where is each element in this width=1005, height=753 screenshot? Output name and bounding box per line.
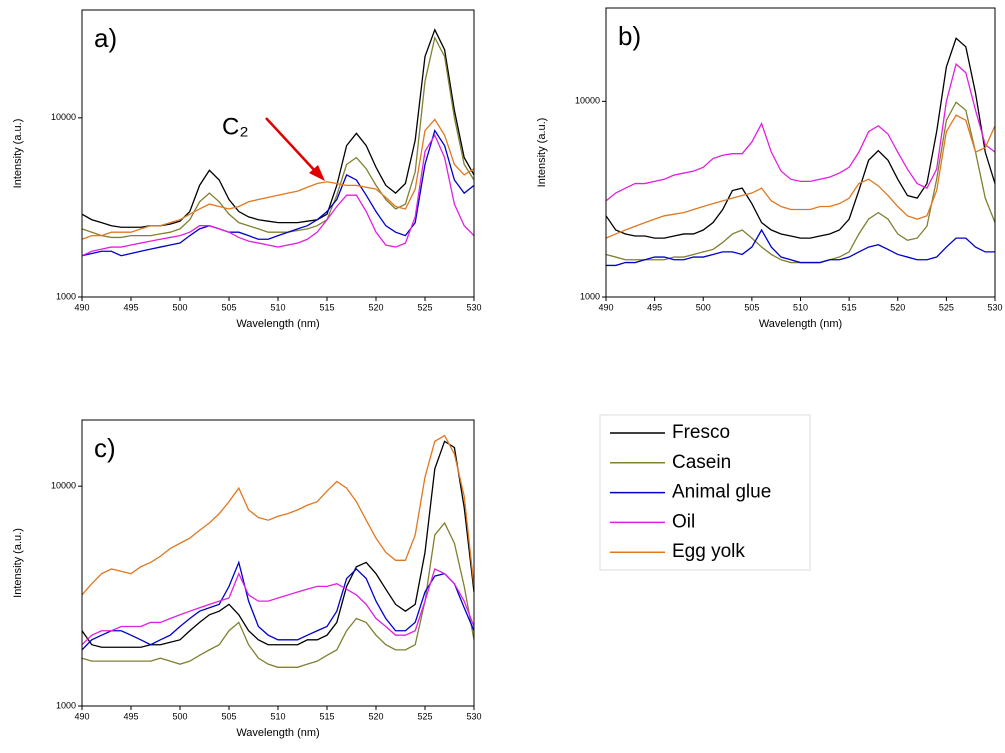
plot-frame — [81, 419, 475, 707]
x-tick-label: 505 — [744, 302, 759, 312]
legend-label: Animal glue — [672, 482, 771, 503]
y-axis-label: Intensity (a.u.) — [12, 119, 24, 189]
legend-label: Egg yolk — [672, 541, 745, 562]
series-line — [606, 228, 995, 267]
x-axis-label: Wavelength (nm) — [236, 727, 319, 739]
x-tick-label: 515 — [842, 302, 857, 312]
y-tick-label: 10000 — [575, 96, 600, 106]
y-axis-label: Intensity (a.u.) — [536, 118, 548, 188]
panel-title: a) — [94, 23, 117, 53]
x-tick-label: 525 — [417, 711, 432, 721]
series-line — [81, 133, 475, 257]
y-tick-label: 10000 — [51, 481, 76, 491]
series-line — [81, 568, 475, 646]
annotation: C₂ — [222, 113, 249, 140]
series-line — [81, 440, 475, 648]
series-line — [81, 560, 475, 651]
x-tick-label: 530 — [466, 302, 481, 312]
x-tick-label: 500 — [172, 711, 187, 721]
x-tick-label: 525 — [939, 302, 954, 312]
legend-label: Casein — [672, 452, 731, 473]
series-line — [81, 118, 475, 240]
annotation-arrow — [265, 117, 317, 173]
x-axis-label: Wavelength (nm) — [759, 318, 842, 330]
x-tick-label: 495 — [123, 711, 138, 721]
legend-label: Fresco — [672, 422, 730, 443]
series-line — [81, 35, 475, 239]
x-tick-label: 520 — [368, 302, 383, 312]
x-tick-label: 510 — [270, 711, 285, 721]
series-line — [81, 521, 475, 668]
x-tick-label: 490 — [74, 711, 89, 721]
y-tick-label: 10000 — [51, 112, 76, 122]
series-line — [605, 114, 996, 239]
x-tick-label: 515 — [319, 711, 334, 721]
x-tick-label: 520 — [890, 302, 905, 312]
series-line — [605, 37, 996, 239]
annotation-arrowhead — [309, 165, 325, 181]
series-line — [81, 28, 475, 228]
x-tick-label: 500 — [172, 302, 187, 312]
x-tick-label: 510 — [793, 302, 808, 312]
x-tick-label: 505 — [221, 302, 236, 312]
y-axis-label: Intensity (a.u.) — [12, 528, 24, 598]
x-tick-label: 520 — [368, 711, 383, 721]
x-tick-label: 510 — [270, 302, 285, 312]
legend-label: Oil — [672, 511, 695, 532]
x-tick-label: 530 — [466, 711, 481, 721]
series-line — [605, 62, 996, 202]
x-tick-label: 505 — [221, 711, 236, 721]
panel-title: b) — [618, 21, 641, 51]
plot-frame — [605, 7, 996, 298]
y-tick-label: 1000 — [580, 291, 600, 301]
x-tick-label: 500 — [696, 302, 711, 312]
x-tick-label: 530 — [987, 302, 1002, 312]
y-tick-label: 1000 — [56, 291, 76, 301]
x-tick-label: 495 — [647, 302, 662, 312]
x-axis-label: Wavelength (nm) — [236, 318, 319, 330]
panel-title: c) — [94, 433, 116, 463]
series-line — [81, 434, 475, 596]
x-tick-label: 495 — [123, 302, 138, 312]
x-tick-label: 490 — [598, 302, 613, 312]
series-line — [81, 128, 475, 257]
x-tick-label: 525 — [417, 302, 432, 312]
y-tick-label: 1000 — [56, 700, 76, 710]
plot-frame — [81, 9, 475, 298]
x-tick-label: 515 — [319, 302, 334, 312]
x-tick-label: 490 — [74, 302, 89, 312]
